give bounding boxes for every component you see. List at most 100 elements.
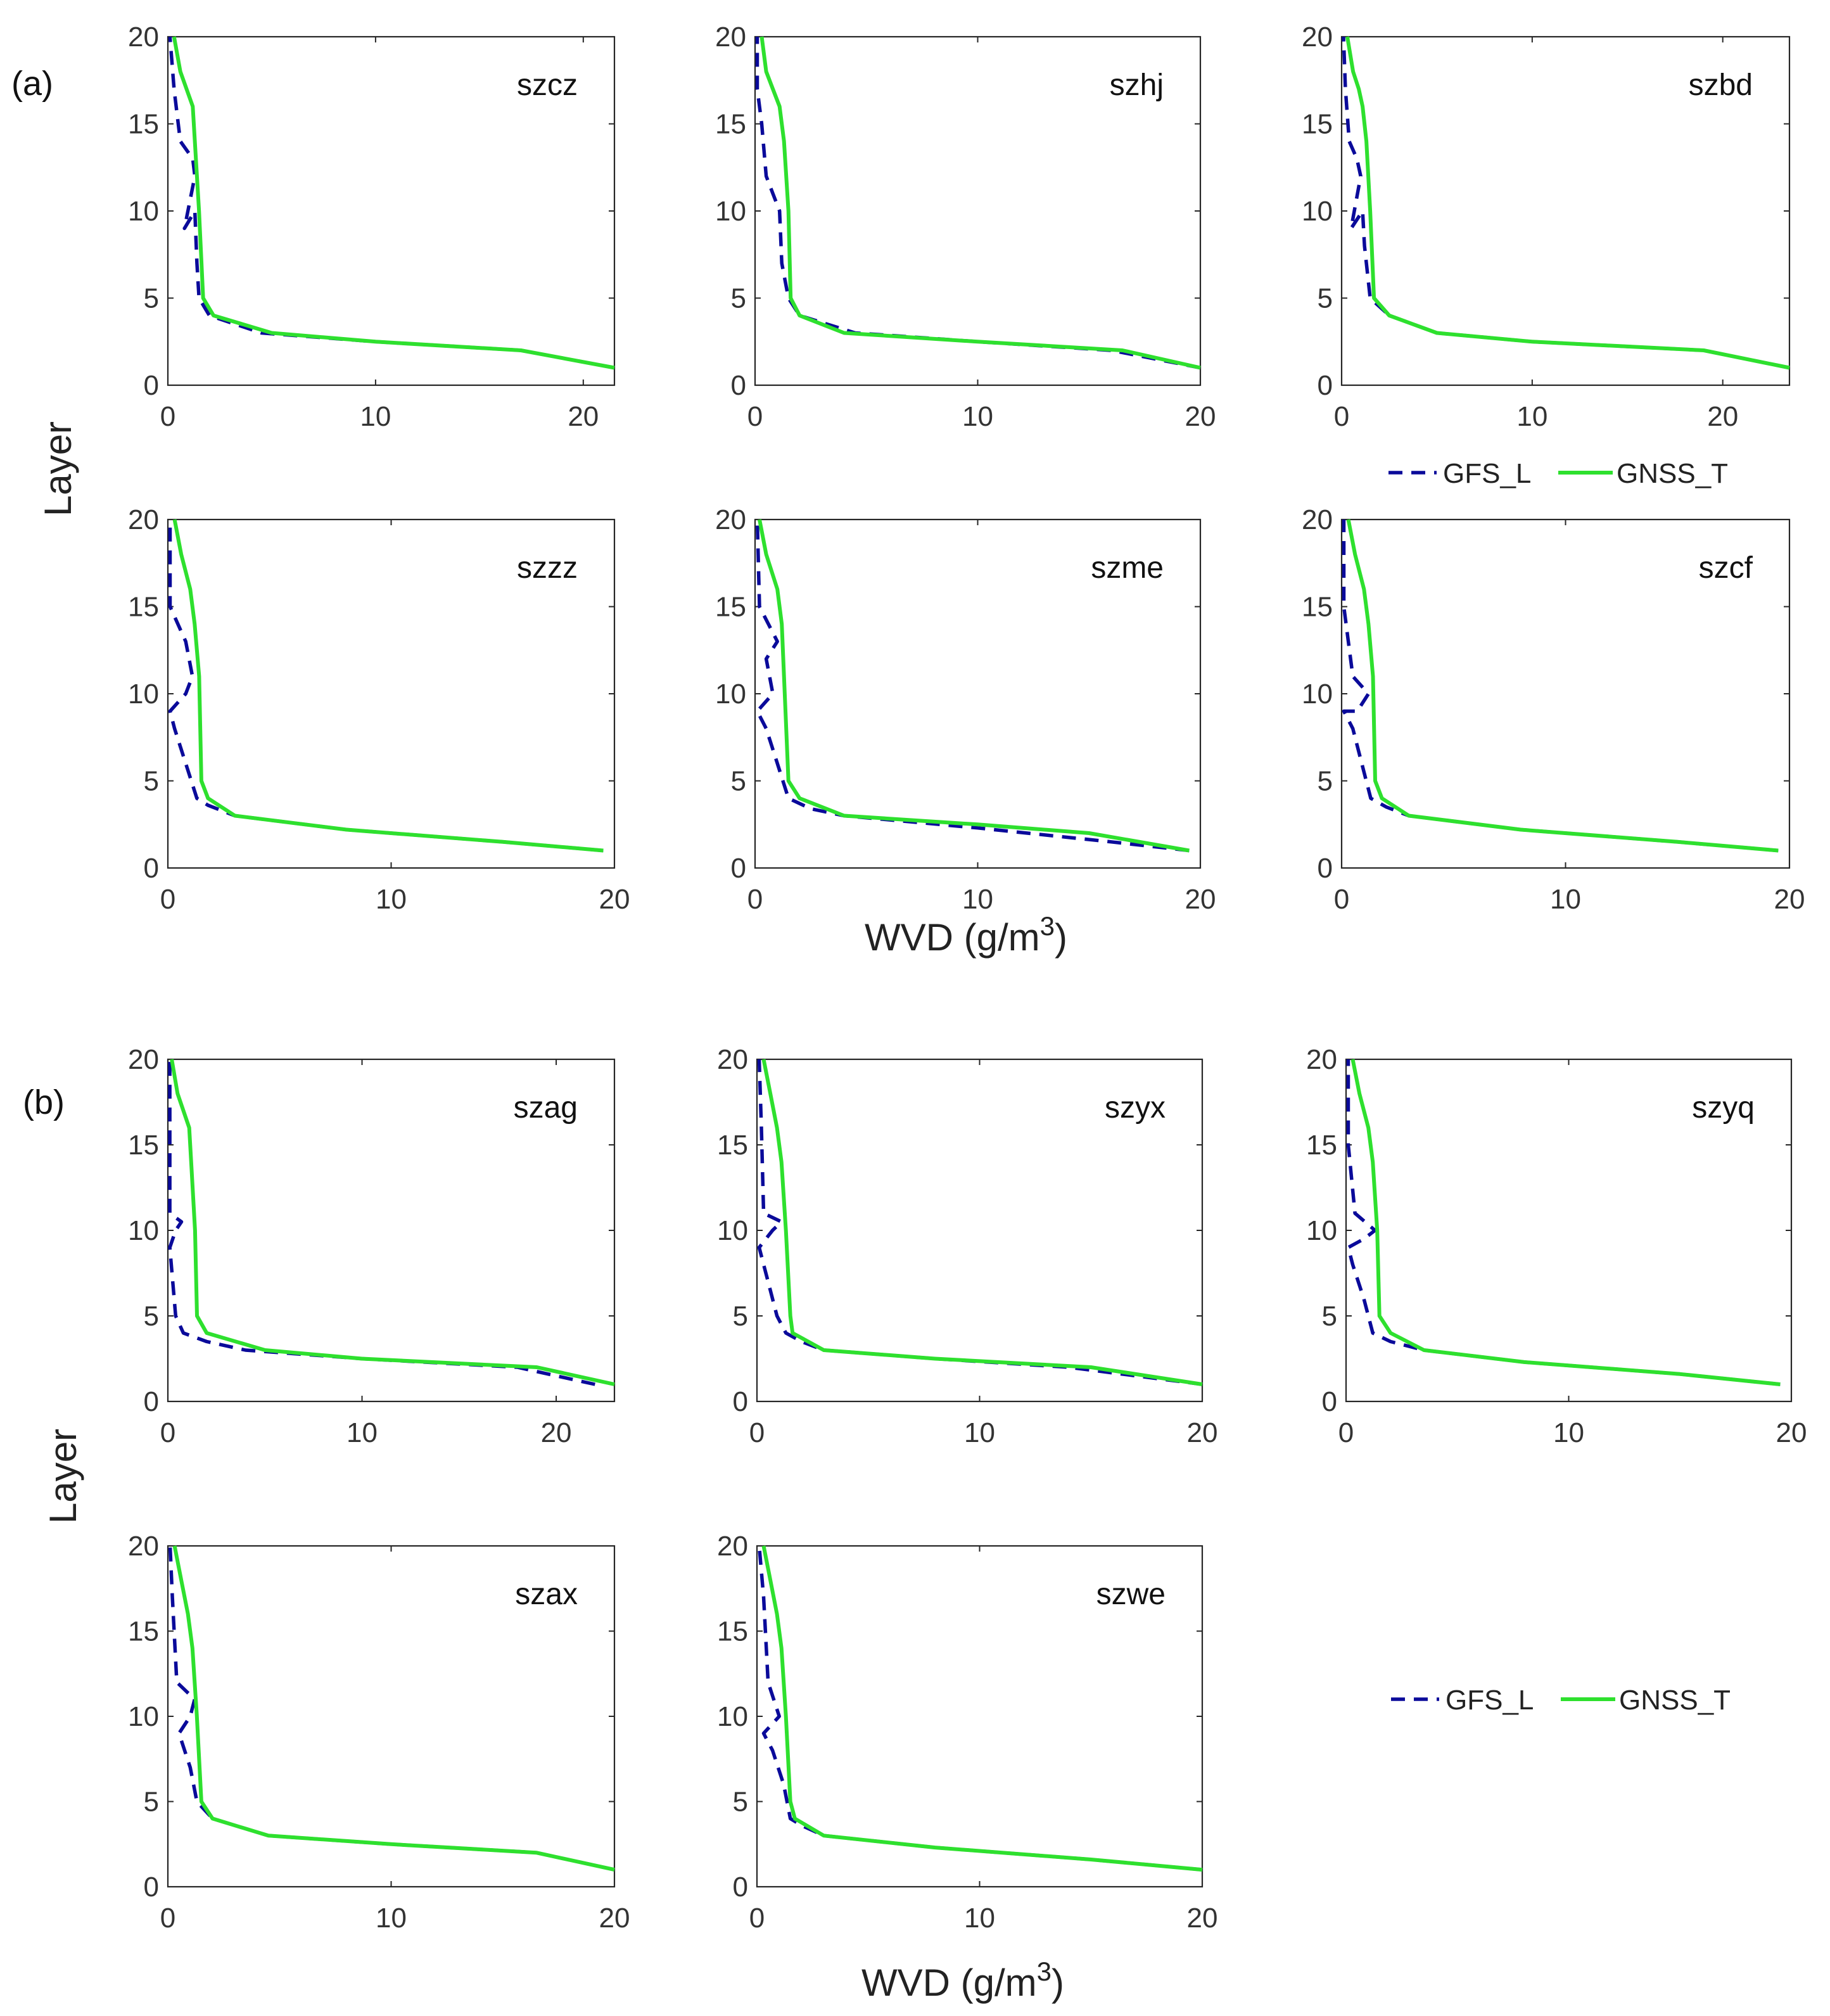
- subplot-szax: 0 5 10 15 20 0 10 20 szax: [128, 1531, 630, 1934]
- x-axis-title-a: WVD (g/m3): [865, 911, 1067, 959]
- subplot-szcf: 0 5 10 15 20 0 10 20 szcf: [1302, 504, 1805, 915]
- subplot-szyq: 0 5 10 15 20 0 10 20 szyq: [1306, 1044, 1807, 1448]
- station-label-szyq: szyq: [1692, 1091, 1755, 1125]
- station-label-szhj: szhj: [1110, 68, 1164, 102]
- gnss-t-line-szag: [170, 1059, 615, 1386]
- station-label-szwe: szwe: [1096, 1578, 1166, 1611]
- y-tick-label-szyx-5: 5: [733, 1301, 748, 1332]
- y-tick-label-szme-0: 0: [731, 853, 746, 884]
- x-tick-label-szcf-0: 0: [1334, 884, 1349, 915]
- x-tick-label-szax-0: 0: [160, 1903, 175, 1934]
- x-tick-label-szag-20: 20: [541, 1417, 572, 1448]
- station-label-szme: szme: [1091, 551, 1164, 585]
- station-label-szax: szax: [515, 1578, 578, 1611]
- gnss-t-line-szcf: [1346, 519, 1779, 853]
- y-tick-label-szme-10: 10: [715, 679, 746, 710]
- x-axis-title-b-main: WVD (g/m: [861, 1962, 1037, 2004]
- y-tick-label-szcf-15: 15: [1302, 592, 1333, 623]
- y-tick-label-szyx-10: 10: [717, 1215, 748, 1246]
- x-tick-label-szme-20: 20: [1185, 884, 1216, 915]
- y-tick-label-szag-10: 10: [128, 1215, 159, 1246]
- y-tick-label-szcf-20: 20: [1302, 504, 1333, 535]
- y-tick-label-szwe-20: 20: [717, 1531, 748, 1562]
- y-tick-label-szhj-20: 20: [715, 22, 746, 53]
- y-tick-label-szbd-10: 10: [1302, 196, 1333, 227]
- y-tick-label-szwe-5: 5: [733, 1787, 748, 1818]
- y-tick-label-szme-5: 5: [731, 766, 746, 797]
- y-tick-label-szhj-10: 10: [715, 196, 746, 227]
- y-tick-label-szax-5: 5: [144, 1787, 159, 1818]
- x-tick-label-szcz-0: 0: [160, 401, 175, 432]
- legend-a-gfs-label: GFS_L: [1443, 458, 1531, 489]
- gnss-t-line-szbd: [1345, 36, 1790, 370]
- y-tick-label-szag-15: 15: [128, 1130, 159, 1161]
- x-tick-label-szax-10: 10: [376, 1903, 407, 1934]
- y-tick-label-szax-20: 20: [128, 1531, 159, 1562]
- y-tick-label-szcz-15: 15: [128, 109, 159, 140]
- x-tick-label-szhj-20: 20: [1185, 401, 1216, 432]
- y-tick-label-szbd-20: 20: [1302, 22, 1333, 53]
- panel-label-a: (a): [11, 65, 53, 103]
- subplot-szag: 0 5 10 15 20 0 10 20 szag: [128, 1044, 616, 1448]
- y-tick-label-szag-5: 5: [144, 1301, 159, 1332]
- station-label-szbd: szbd: [1689, 68, 1753, 102]
- x-axis-title-b-sup: 3: [1037, 1956, 1052, 1986]
- station-label-szzz: szzz: [517, 551, 578, 585]
- x-tick-label-szyx-10: 10: [964, 1417, 995, 1448]
- y-tick-label-szwe-10: 10: [717, 1701, 748, 1732]
- x-tick-label-szyx-20: 20: [1187, 1417, 1218, 1448]
- y-tick-label-szag-20: 20: [128, 1044, 159, 1075]
- x-tick-label-szyq-0: 0: [1338, 1417, 1354, 1448]
- y-tick-label-szwe-0: 0: [733, 1872, 748, 1903]
- subplot-szbd: 0 5 10 15 20 0 10 20 szbd: [1302, 22, 1791, 432]
- x-axis-title-b-close: ): [1052, 1962, 1064, 2004]
- subplot-szcz: 0 5 10 15 20 0 10 20 szcz: [128, 22, 616, 432]
- x-tick-label-szbd-0: 0: [1334, 401, 1349, 432]
- x-tick-label-szhj-0: 0: [747, 401, 763, 432]
- x-tick-label-szhj-10: 10: [962, 401, 993, 432]
- y-tick-label-szbd-5: 5: [1318, 283, 1333, 314]
- subplot-szhj: 0 5 10 15 20 0 10 20 szhj: [715, 22, 1216, 432]
- station-label-szcz: szcz: [517, 68, 578, 102]
- y-tick-label-szyq-0: 0: [1322, 1386, 1337, 1417]
- y-tick-label-szyx-15: 15: [717, 1130, 748, 1161]
- y-tick-label-szwe-15: 15: [717, 1616, 748, 1647]
- station-label-szcf: szcf: [1699, 551, 1753, 585]
- x-tick-label-szcz-10: 10: [360, 401, 391, 432]
- legend-b: GFS_L GNSS_T: [1391, 1685, 1731, 1716]
- gnss-t-line-szzz: [172, 519, 604, 853]
- x-tick-label-szcf-10: 10: [1550, 884, 1581, 915]
- gfs-l-line-szax: [168, 1545, 615, 1872]
- gnss-t-line-szcz: [172, 36, 615, 370]
- subplot-szzz: 0 5 10 15 20 0 10 20 szzz: [128, 504, 630, 915]
- x-tick-label-szwe-20: 20: [1187, 1903, 1218, 1934]
- y-tick-label-szyq-20: 20: [1306, 1044, 1337, 1075]
- x-tick-label-szcf-20: 20: [1774, 884, 1805, 915]
- x-tick-label-szbd-10: 10: [1516, 401, 1547, 432]
- y-tick-label-szyq-15: 15: [1306, 1130, 1337, 1161]
- y-tick-label-szcf-0: 0: [1318, 853, 1333, 884]
- x-tick-label-szme-10: 10: [962, 884, 993, 915]
- y-tick-label-szyx-0: 0: [733, 1386, 748, 1417]
- y-tick-label-szyx-20: 20: [717, 1044, 748, 1075]
- legend-b-gfs-label: GFS_L: [1446, 1685, 1534, 1716]
- y-tick-label-szcz-10: 10: [128, 196, 159, 227]
- y-tick-label-szax-15: 15: [128, 1616, 159, 1647]
- x-axis-title-a-main: WVD (g/m: [865, 916, 1040, 959]
- legend-a-gnss-label: GNSS_T: [1617, 458, 1728, 489]
- legend-a: GFS_L GNSS_T: [1388, 458, 1728, 489]
- x-tick-label-szme-0: 0: [747, 884, 763, 915]
- x-tick-label-szbd-20: 20: [1707, 401, 1738, 432]
- y-tick-label-szcz-0: 0: [144, 370, 159, 401]
- x-tick-label-szzz-0: 0: [160, 884, 175, 915]
- station-label-szyx: szyx: [1105, 1091, 1166, 1125]
- x-tick-label-szzz-20: 20: [599, 884, 630, 915]
- y-tick-label-szzz-20: 20: [128, 504, 159, 535]
- gnss-t-line-szwe: [761, 1545, 1203, 1872]
- y-tick-label-szbd-0: 0: [1318, 370, 1333, 401]
- x-tick-label-szag-10: 10: [346, 1417, 378, 1448]
- gfs-l-line-szme: [755, 519, 1190, 853]
- y-tick-label-szax-10: 10: [128, 1701, 159, 1732]
- x-tick-label-szcz-20: 20: [568, 401, 599, 432]
